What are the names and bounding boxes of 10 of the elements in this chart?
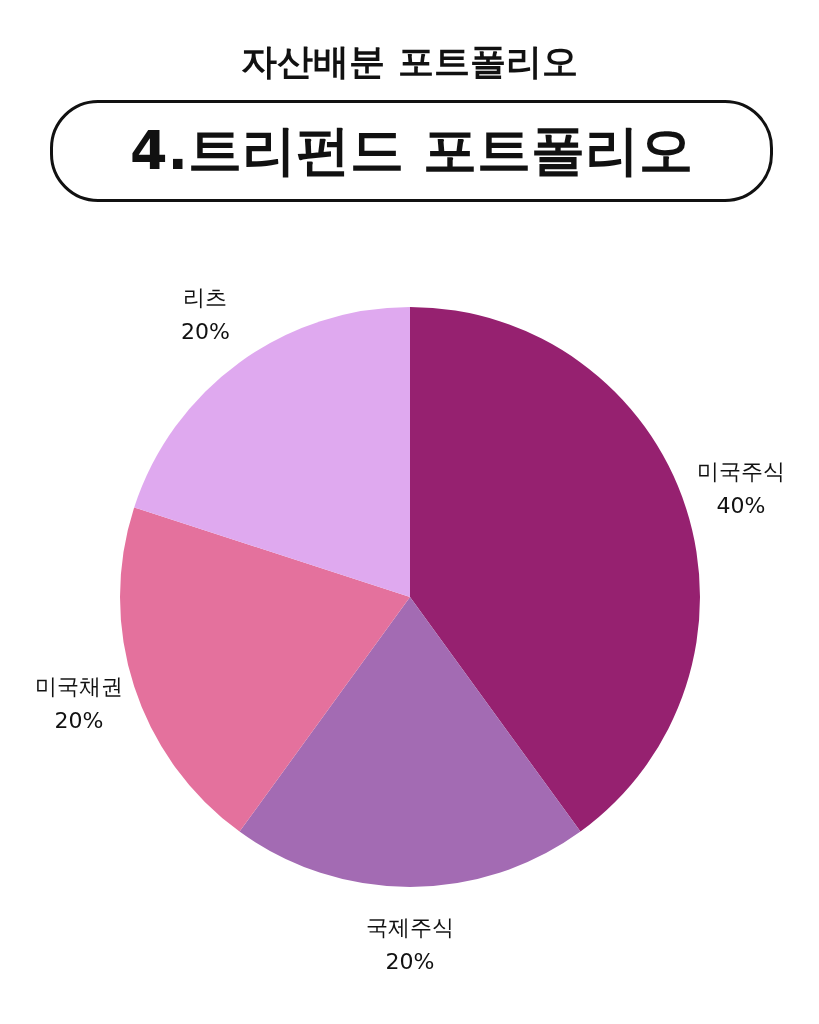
data-label: 20% — [385, 948, 435, 974]
slice-label: 미국채권 — [35, 674, 124, 700]
chart-title: 자산배분 포트폴리오 — [240, 40, 579, 84]
data-label: 20% — [181, 319, 230, 345]
slice-label: 리츠 — [183, 285, 228, 311]
data-label: 20% — [54, 708, 104, 734]
slice-label: 국제주식 — [366, 914, 454, 940]
data-label: 40% — [716, 493, 766, 519]
chart-subtitle: 4.트리펀드 포트폴리오 — [50, 100, 773, 202]
slice-label: 미국주식 — [696, 459, 785, 485]
